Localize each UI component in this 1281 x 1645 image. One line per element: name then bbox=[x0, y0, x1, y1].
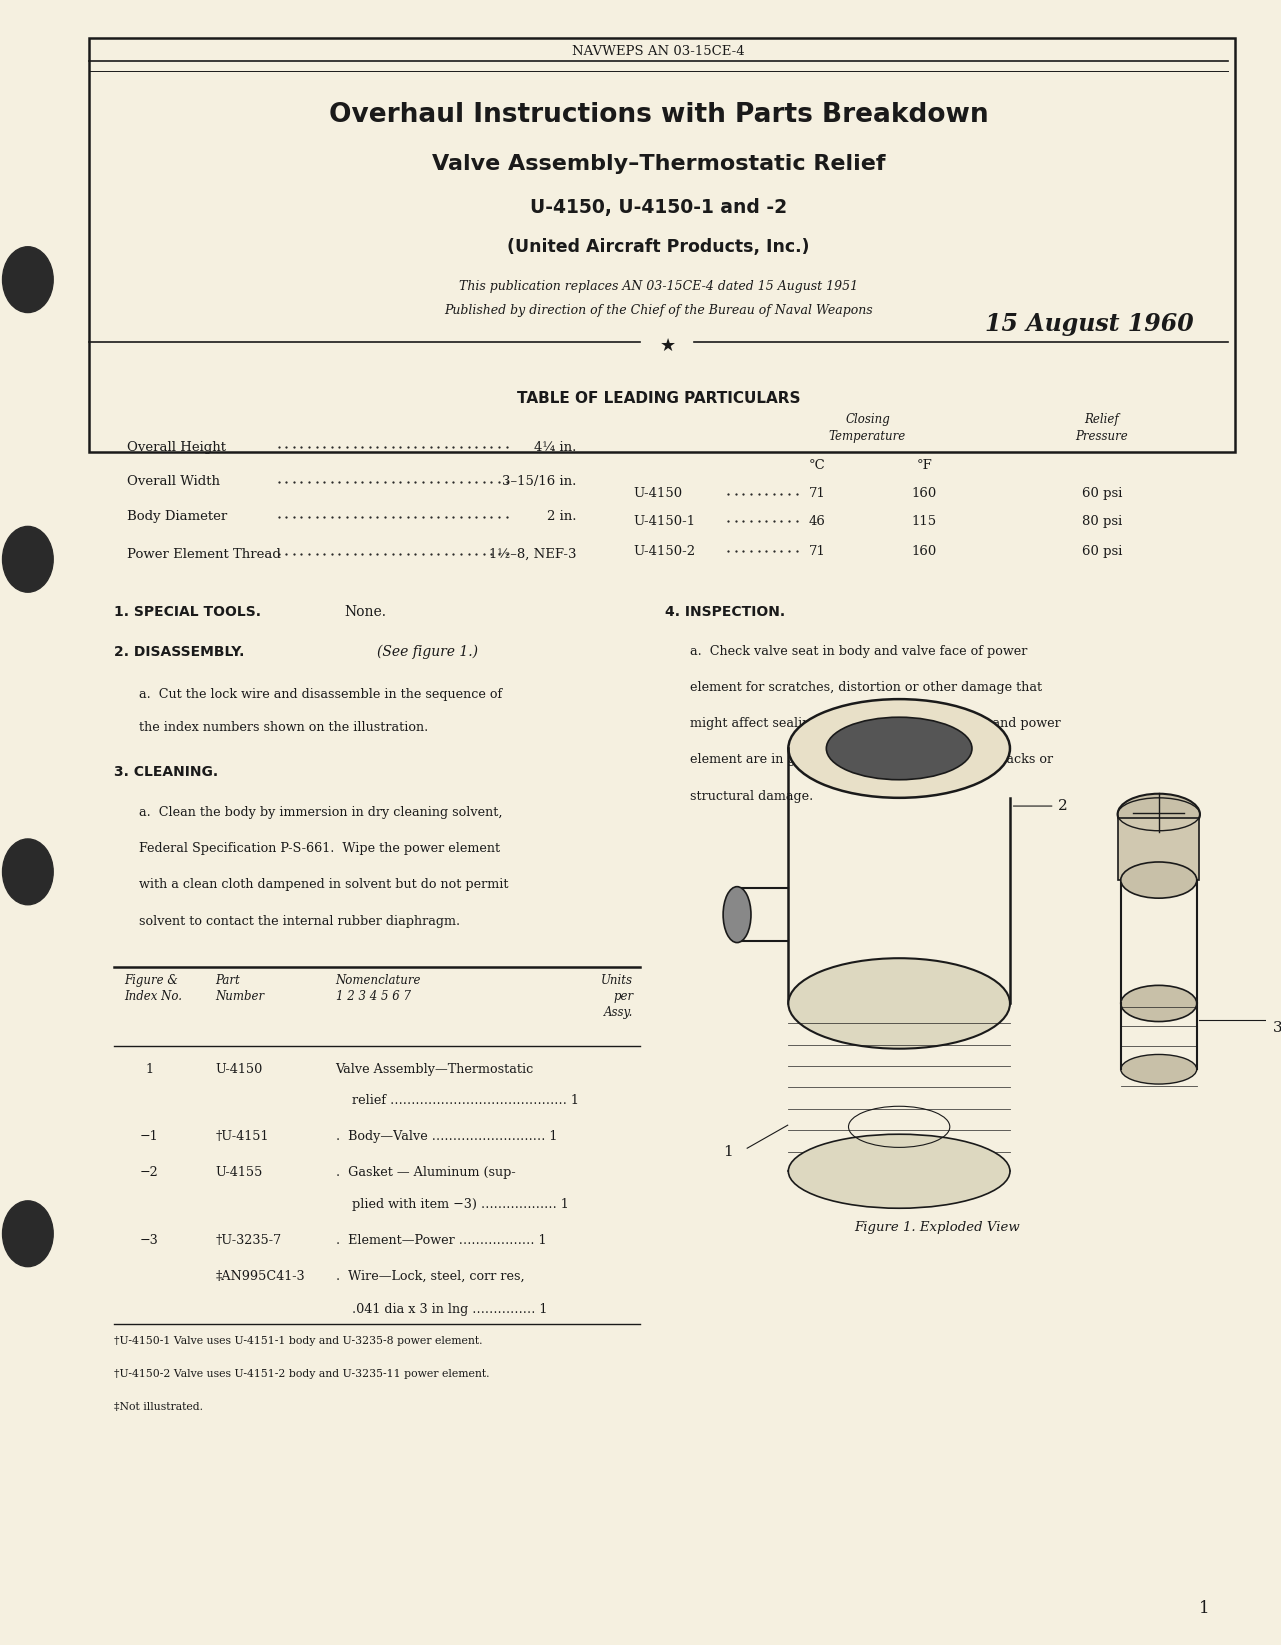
Circle shape bbox=[3, 839, 54, 905]
Ellipse shape bbox=[826, 717, 972, 780]
Text: 115: 115 bbox=[912, 515, 936, 528]
Text: Relief
Pressure: Relief Pressure bbox=[1076, 413, 1129, 443]
Ellipse shape bbox=[1117, 793, 1200, 836]
Text: 2: 2 bbox=[1013, 799, 1067, 813]
Text: 60 psi: 60 psi bbox=[1081, 544, 1122, 558]
Ellipse shape bbox=[1121, 1054, 1196, 1084]
Text: .041 dia x 3 in lng …………… 1: .041 dia x 3 in lng …………… 1 bbox=[336, 1303, 547, 1316]
Text: †U-4150-1 Valve uses U-4151-1 body and U-3235-8 power element.: †U-4150-1 Valve uses U-4151-1 body and U… bbox=[114, 1336, 483, 1346]
Text: 3: 3 bbox=[1273, 1022, 1281, 1035]
Text: NAVWEPS AN 03-15CE-4: NAVWEPS AN 03-15CE-4 bbox=[573, 44, 744, 58]
Text: 1½–8, NEF-3: 1½–8, NEF-3 bbox=[489, 548, 576, 561]
Ellipse shape bbox=[788, 957, 1009, 1050]
Text: ‡Not illustrated.: ‡Not illustrated. bbox=[114, 1402, 202, 1411]
Ellipse shape bbox=[1121, 862, 1196, 898]
Text: Part
Number: Part Number bbox=[215, 974, 264, 1003]
Text: 160: 160 bbox=[912, 487, 938, 500]
Text: Figure &
Index No.: Figure & Index No. bbox=[124, 974, 182, 1003]
Circle shape bbox=[3, 1201, 54, 1267]
Text: element are in good condition. Check body for cracks or: element are in good condition. Check bod… bbox=[690, 753, 1053, 767]
Text: †U-4150-2 Valve uses U-4151-2 body and U-3235-11 power element.: †U-4150-2 Valve uses U-4151-2 body and U… bbox=[114, 1369, 489, 1379]
Text: U-4150, U-4150-1 and -2: U-4150, U-4150-1 and -2 bbox=[530, 197, 787, 217]
Text: 4. INSPECTION.: 4. INSPECTION. bbox=[665, 605, 785, 620]
Text: 3. CLEANING.: 3. CLEANING. bbox=[114, 765, 218, 780]
Text: 160: 160 bbox=[912, 544, 938, 558]
Text: U-4155: U-4155 bbox=[215, 1166, 263, 1179]
Text: −2: −2 bbox=[140, 1166, 159, 1179]
Text: Valve Assembly—Thermostatic: Valve Assembly—Thermostatic bbox=[336, 1063, 534, 1076]
Text: ★: ★ bbox=[660, 337, 675, 354]
Text: structural damage.: structural damage. bbox=[690, 790, 813, 803]
Text: −1: −1 bbox=[140, 1130, 159, 1143]
FancyBboxPatch shape bbox=[88, 38, 1235, 452]
Text: †U-4151: †U-4151 bbox=[215, 1130, 269, 1143]
Text: Federal Specification P-S-661.  Wipe the power element: Federal Specification P-S-661. Wipe the … bbox=[140, 842, 501, 855]
Text: ‡AN995C41-3: ‡AN995C41-3 bbox=[215, 1270, 305, 1283]
Text: 80 psi: 80 psi bbox=[1081, 515, 1122, 528]
Text: 2. DISASSEMBLY.: 2. DISASSEMBLY. bbox=[114, 645, 245, 660]
Text: the index numbers shown on the illustration.: the index numbers shown on the illustrat… bbox=[140, 721, 429, 734]
Text: Units
per
Assy.: Units per Assy. bbox=[601, 974, 633, 1018]
Text: Published by direction of the Chief of the Bureau of Naval Weapons: Published by direction of the Chief of t… bbox=[445, 304, 872, 317]
Text: (See figure 1.): (See figure 1.) bbox=[378, 645, 478, 660]
Text: 71: 71 bbox=[808, 487, 825, 500]
Text: 71: 71 bbox=[808, 544, 825, 558]
Text: 3–15/16 in.: 3–15/16 in. bbox=[502, 475, 576, 489]
Ellipse shape bbox=[722, 887, 751, 943]
Ellipse shape bbox=[788, 1135, 1009, 1207]
Text: 1: 1 bbox=[146, 1063, 154, 1076]
Text: °C: °C bbox=[808, 459, 825, 472]
Text: .  Gasket — Aluminum (sup-: . Gasket — Aluminum (sup- bbox=[336, 1166, 515, 1179]
Text: a.  Clean the body by immersion in dry cleaning solvent,: a. Clean the body by immersion in dry cl… bbox=[140, 806, 503, 819]
Text: U-4150-2: U-4150-2 bbox=[633, 544, 696, 558]
Text: Power Element Thread: Power Element Thread bbox=[127, 548, 281, 561]
Ellipse shape bbox=[788, 699, 1009, 798]
FancyBboxPatch shape bbox=[1118, 818, 1199, 880]
Text: with a clean cloth dampened in solvent but do not permit: with a clean cloth dampened in solvent b… bbox=[140, 878, 509, 892]
Text: Body Diameter: Body Diameter bbox=[127, 510, 227, 523]
Text: U-4150-1: U-4150-1 bbox=[633, 515, 696, 528]
Text: .  Wire—Lock, steel, corr res,: . Wire—Lock, steel, corr res, bbox=[336, 1270, 524, 1283]
Text: Overall Height: Overall Height bbox=[127, 441, 225, 454]
Text: TABLE OF LEADING PARTICULARS: TABLE OF LEADING PARTICULARS bbox=[516, 390, 801, 406]
Circle shape bbox=[3, 247, 54, 313]
Text: U-4150: U-4150 bbox=[215, 1063, 263, 1076]
Text: Overall Width: Overall Width bbox=[127, 475, 219, 489]
Text: 4¼ in.: 4¼ in. bbox=[534, 441, 576, 454]
Text: 1: 1 bbox=[724, 1145, 733, 1158]
Text: a.  Cut the lock wire and disassemble in the sequence of: a. Cut the lock wire and disassemble in … bbox=[140, 688, 502, 701]
Text: °F: °F bbox=[917, 459, 933, 472]
Text: relief …………………………………… 1: relief …………………………………… 1 bbox=[336, 1094, 579, 1107]
Text: Closing
Temperature: Closing Temperature bbox=[829, 413, 906, 443]
Text: 1. SPECIAL TOOLS.: 1. SPECIAL TOOLS. bbox=[114, 605, 261, 620]
Text: This publication replaces AN 03-15CE-4 dated 15 August 1951: This publication replaces AN 03-15CE-4 d… bbox=[459, 280, 858, 293]
Text: Nomenclature
1 2 3 4 5 6 7: Nomenclature 1 2 3 4 5 6 7 bbox=[336, 974, 421, 1003]
Text: Figure 1. Exploded View: Figure 1. Exploded View bbox=[854, 1221, 1020, 1234]
Text: element for scratches, distortion or other damage that: element for scratches, distortion or oth… bbox=[690, 681, 1043, 694]
Ellipse shape bbox=[1121, 985, 1196, 1022]
Text: solvent to contact the internal rubber diaphragm.: solvent to contact the internal rubber d… bbox=[140, 915, 460, 928]
Text: U-4150: U-4150 bbox=[633, 487, 683, 500]
Text: (United Aircraft Products, Inc.): (United Aircraft Products, Inc.) bbox=[507, 239, 810, 255]
Text: †U-3235-7: †U-3235-7 bbox=[215, 1234, 282, 1247]
Text: .  Body—Valve ……………………… 1: . Body—Valve ……………………… 1 bbox=[336, 1130, 557, 1143]
Text: 46: 46 bbox=[808, 515, 825, 528]
Text: Valve Assembly–Thermostatic Relief: Valve Assembly–Thermostatic Relief bbox=[432, 155, 885, 174]
Text: plied with item −3) ……………… 1: plied with item −3) ……………… 1 bbox=[336, 1198, 569, 1211]
Text: a.  Check valve seat in body and valve face of power: a. Check valve seat in body and valve fa… bbox=[690, 645, 1027, 658]
Text: might affect sealing. See that threads on body and power: might affect sealing. See that threads o… bbox=[690, 717, 1061, 730]
Text: None.: None. bbox=[345, 605, 387, 620]
Text: −3: −3 bbox=[140, 1234, 159, 1247]
Text: Overhaul Instructions with Parts Breakdown: Overhaul Instructions with Parts Breakdo… bbox=[329, 102, 989, 128]
Text: 60 psi: 60 psi bbox=[1081, 487, 1122, 500]
Circle shape bbox=[3, 526, 54, 592]
Text: 2 in.: 2 in. bbox=[547, 510, 576, 523]
Text: .  Element—Power ……………… 1: . Element—Power ……………… 1 bbox=[336, 1234, 546, 1247]
Text: 1: 1 bbox=[1199, 1601, 1209, 1617]
Text: 15 August 1960: 15 August 1960 bbox=[985, 313, 1194, 336]
